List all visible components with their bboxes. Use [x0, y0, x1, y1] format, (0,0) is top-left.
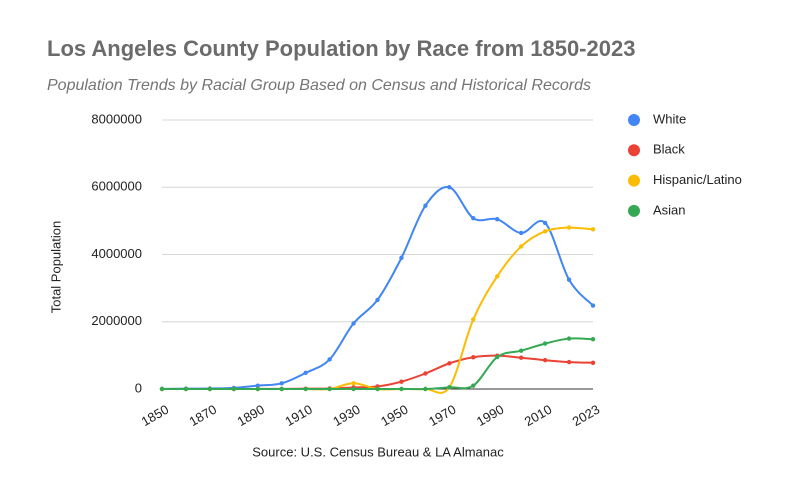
- x-tick-label: 1890: [234, 402, 267, 429]
- data-point: [399, 379, 404, 384]
- data-point: [542, 341, 548, 346]
- data-point: [590, 303, 596, 308]
- y-tick-label: 0: [135, 380, 142, 395]
- legend-swatch: [628, 144, 640, 157]
- chart-subtitle: Population Trends by Racial Group Based …: [47, 77, 591, 94]
- data-point: [327, 386, 332, 392]
- data-point: [303, 370, 308, 376]
- data-point: [566, 336, 572, 341]
- data-point: [423, 386, 428, 392]
- chart-title: Los Angeles County Population by Race fr…: [47, 36, 635, 61]
- y-tick-label: 8000000: [91, 111, 142, 126]
- x-tick-label: 1850: [139, 402, 172, 429]
- legend-swatch: [628, 174, 640, 187]
- data-point: [447, 385, 452, 390]
- x-tick-label: 1930: [330, 402, 363, 429]
- data-point: [518, 355, 524, 360]
- data-point: [542, 220, 548, 226]
- data-point: [566, 225, 572, 230]
- x-tick-label: 1950: [378, 402, 411, 429]
- data-point: [423, 371, 428, 376]
- series-line: [161, 354, 594, 390]
- data-point: [399, 386, 404, 392]
- data-point: [495, 274, 500, 279]
- legend-label: Asian: [653, 202, 686, 217]
- legend-label: Hispanic/Latino: [653, 172, 742, 187]
- data-point: [279, 381, 284, 386]
- data-point: [590, 360, 596, 365]
- data-point: [327, 357, 332, 362]
- x-tick-label: 2010: [522, 402, 555, 429]
- legend-label: White: [653, 111, 686, 126]
- data-point: [566, 359, 572, 365]
- data-point: [471, 215, 476, 221]
- y-tick-label: 6000000: [91, 179, 142, 194]
- data-point: [495, 354, 500, 360]
- data-point: [255, 386, 260, 392]
- x-tick-label: 2023: [570, 402, 603, 429]
- y-axis-title: Total Population: [48, 221, 63, 314]
- data-point: [447, 185, 452, 190]
- data-point: [518, 348, 524, 353]
- series-line: [162, 337, 594, 391]
- legend-swatch: [628, 114, 640, 126]
- data-point: [279, 386, 284, 392]
- data-point: [518, 230, 524, 236]
- data-point: [495, 216, 500, 222]
- data-point: [471, 355, 476, 360]
- data-point: [590, 227, 596, 232]
- y-tick-label: 2000000: [91, 313, 142, 328]
- data-point: [471, 383, 476, 388]
- data-point: [351, 381, 356, 386]
- data-point: [542, 229, 548, 234]
- data-point: [231, 386, 237, 392]
- data-point: [518, 244, 524, 249]
- data-point: [590, 337, 596, 342]
- data-point: [159, 386, 165, 392]
- x-tick-label: 1870: [187, 402, 220, 429]
- legend-label: Black: [653, 142, 685, 157]
- data-point: [471, 317, 476, 322]
- data-point: [255, 383, 260, 388]
- data-point: [207, 386, 213, 392]
- data-point: [183, 386, 189, 392]
- legend-swatch: [628, 204, 640, 217]
- data-point: [423, 203, 428, 208]
- x-tick-label: 1970: [426, 402, 459, 429]
- data-point: [303, 386, 308, 392]
- data-point: [542, 357, 548, 363]
- data-point: [375, 297, 380, 303]
- y-tick-label: 4000000: [91, 246, 142, 261]
- data-point: [399, 255, 404, 261]
- data-point: [351, 321, 356, 326]
- data-point: [447, 361, 452, 366]
- data-point: [375, 386, 380, 392]
- data-point: [566, 277, 572, 282]
- data-point: [351, 386, 356, 392]
- source-note: Source: U.S. Census Bureau & LA Almanac: [252, 444, 504, 459]
- series-line: [162, 226, 594, 394]
- x-tick-label: 1990: [474, 402, 507, 429]
- x-tick-label: 1910: [282, 402, 315, 429]
